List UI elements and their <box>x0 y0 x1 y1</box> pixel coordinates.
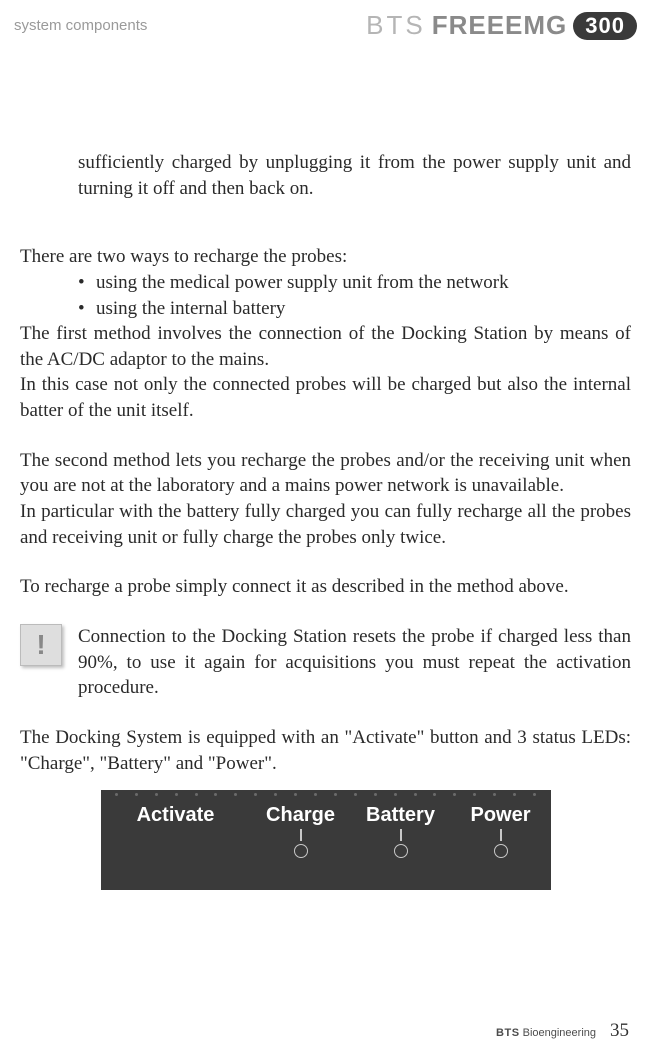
logo-freeemg: FREEEMG <box>432 10 568 41</box>
probes-intro: There are two ways to recharge the probe… <box>20 244 631 270</box>
fragment-continuation: sufficiently charged by unplugging it fr… <box>20 150 631 201</box>
battery-led-label: Battery <box>351 802 451 829</box>
exclamation-icon: ! <box>20 624 62 666</box>
page-number: 35 <box>610 1020 629 1042</box>
list-item-text: using the medical power supply unit from… <box>96 270 509 296</box>
power-led-label: Power <box>451 802 551 829</box>
activate-button-label[interactable]: Activate <box>101 802 251 829</box>
charge-led-icon <box>294 844 308 858</box>
method3: To recharge a probe simply connect it as… <box>20 574 631 600</box>
note-callout: ! Connection to the Docking Station rese… <box>20 624 631 701</box>
list-item: • using the internal battery <box>78 296 631 322</box>
dock-description: The Docking System is equipped with an "… <box>20 725 631 776</box>
bullet-icon: • <box>78 296 96 322</box>
method1-b: In this case not only the connected prob… <box>20 372 631 423</box>
method2-a: The second method lets you recharge the … <box>20 448 631 499</box>
charge-led-label: Charge <box>251 802 351 829</box>
section-label: system components <box>14 17 147 34</box>
power-led-icon <box>494 844 508 858</box>
page-content: sufficiently charged by unplugging it fr… <box>0 41 651 890</box>
method2-b: In particular with the battery fully cha… <box>20 499 631 550</box>
bullet-icon: • <box>78 270 96 296</box>
list-item: • using the medical power supply unit fr… <box>78 270 631 296</box>
method1-a: The first method involves the connection… <box>20 321 631 372</box>
logo-badge: 300 <box>573 12 637 40</box>
product-logo: BTS FREEEMG 300 <box>366 10 637 41</box>
footer-brand: BTS Bioengineering <box>496 1027 596 1039</box>
list-item-text: using the internal battery <box>96 296 285 322</box>
logo-bts: BTS <box>366 10 426 41</box>
docking-panel: Activate Charge Battery Power <box>101 790 551 890</box>
page-header: system components BTS FREEEMG 300 <box>0 0 651 41</box>
page-footer: BTS Bioengineering 35 <box>496 1020 629 1042</box>
battery-led-icon <box>394 844 408 858</box>
bullet-list: • using the medical power supply unit fr… <box>20 270 631 321</box>
note-text: Connection to the Docking Station resets… <box>78 624 631 701</box>
